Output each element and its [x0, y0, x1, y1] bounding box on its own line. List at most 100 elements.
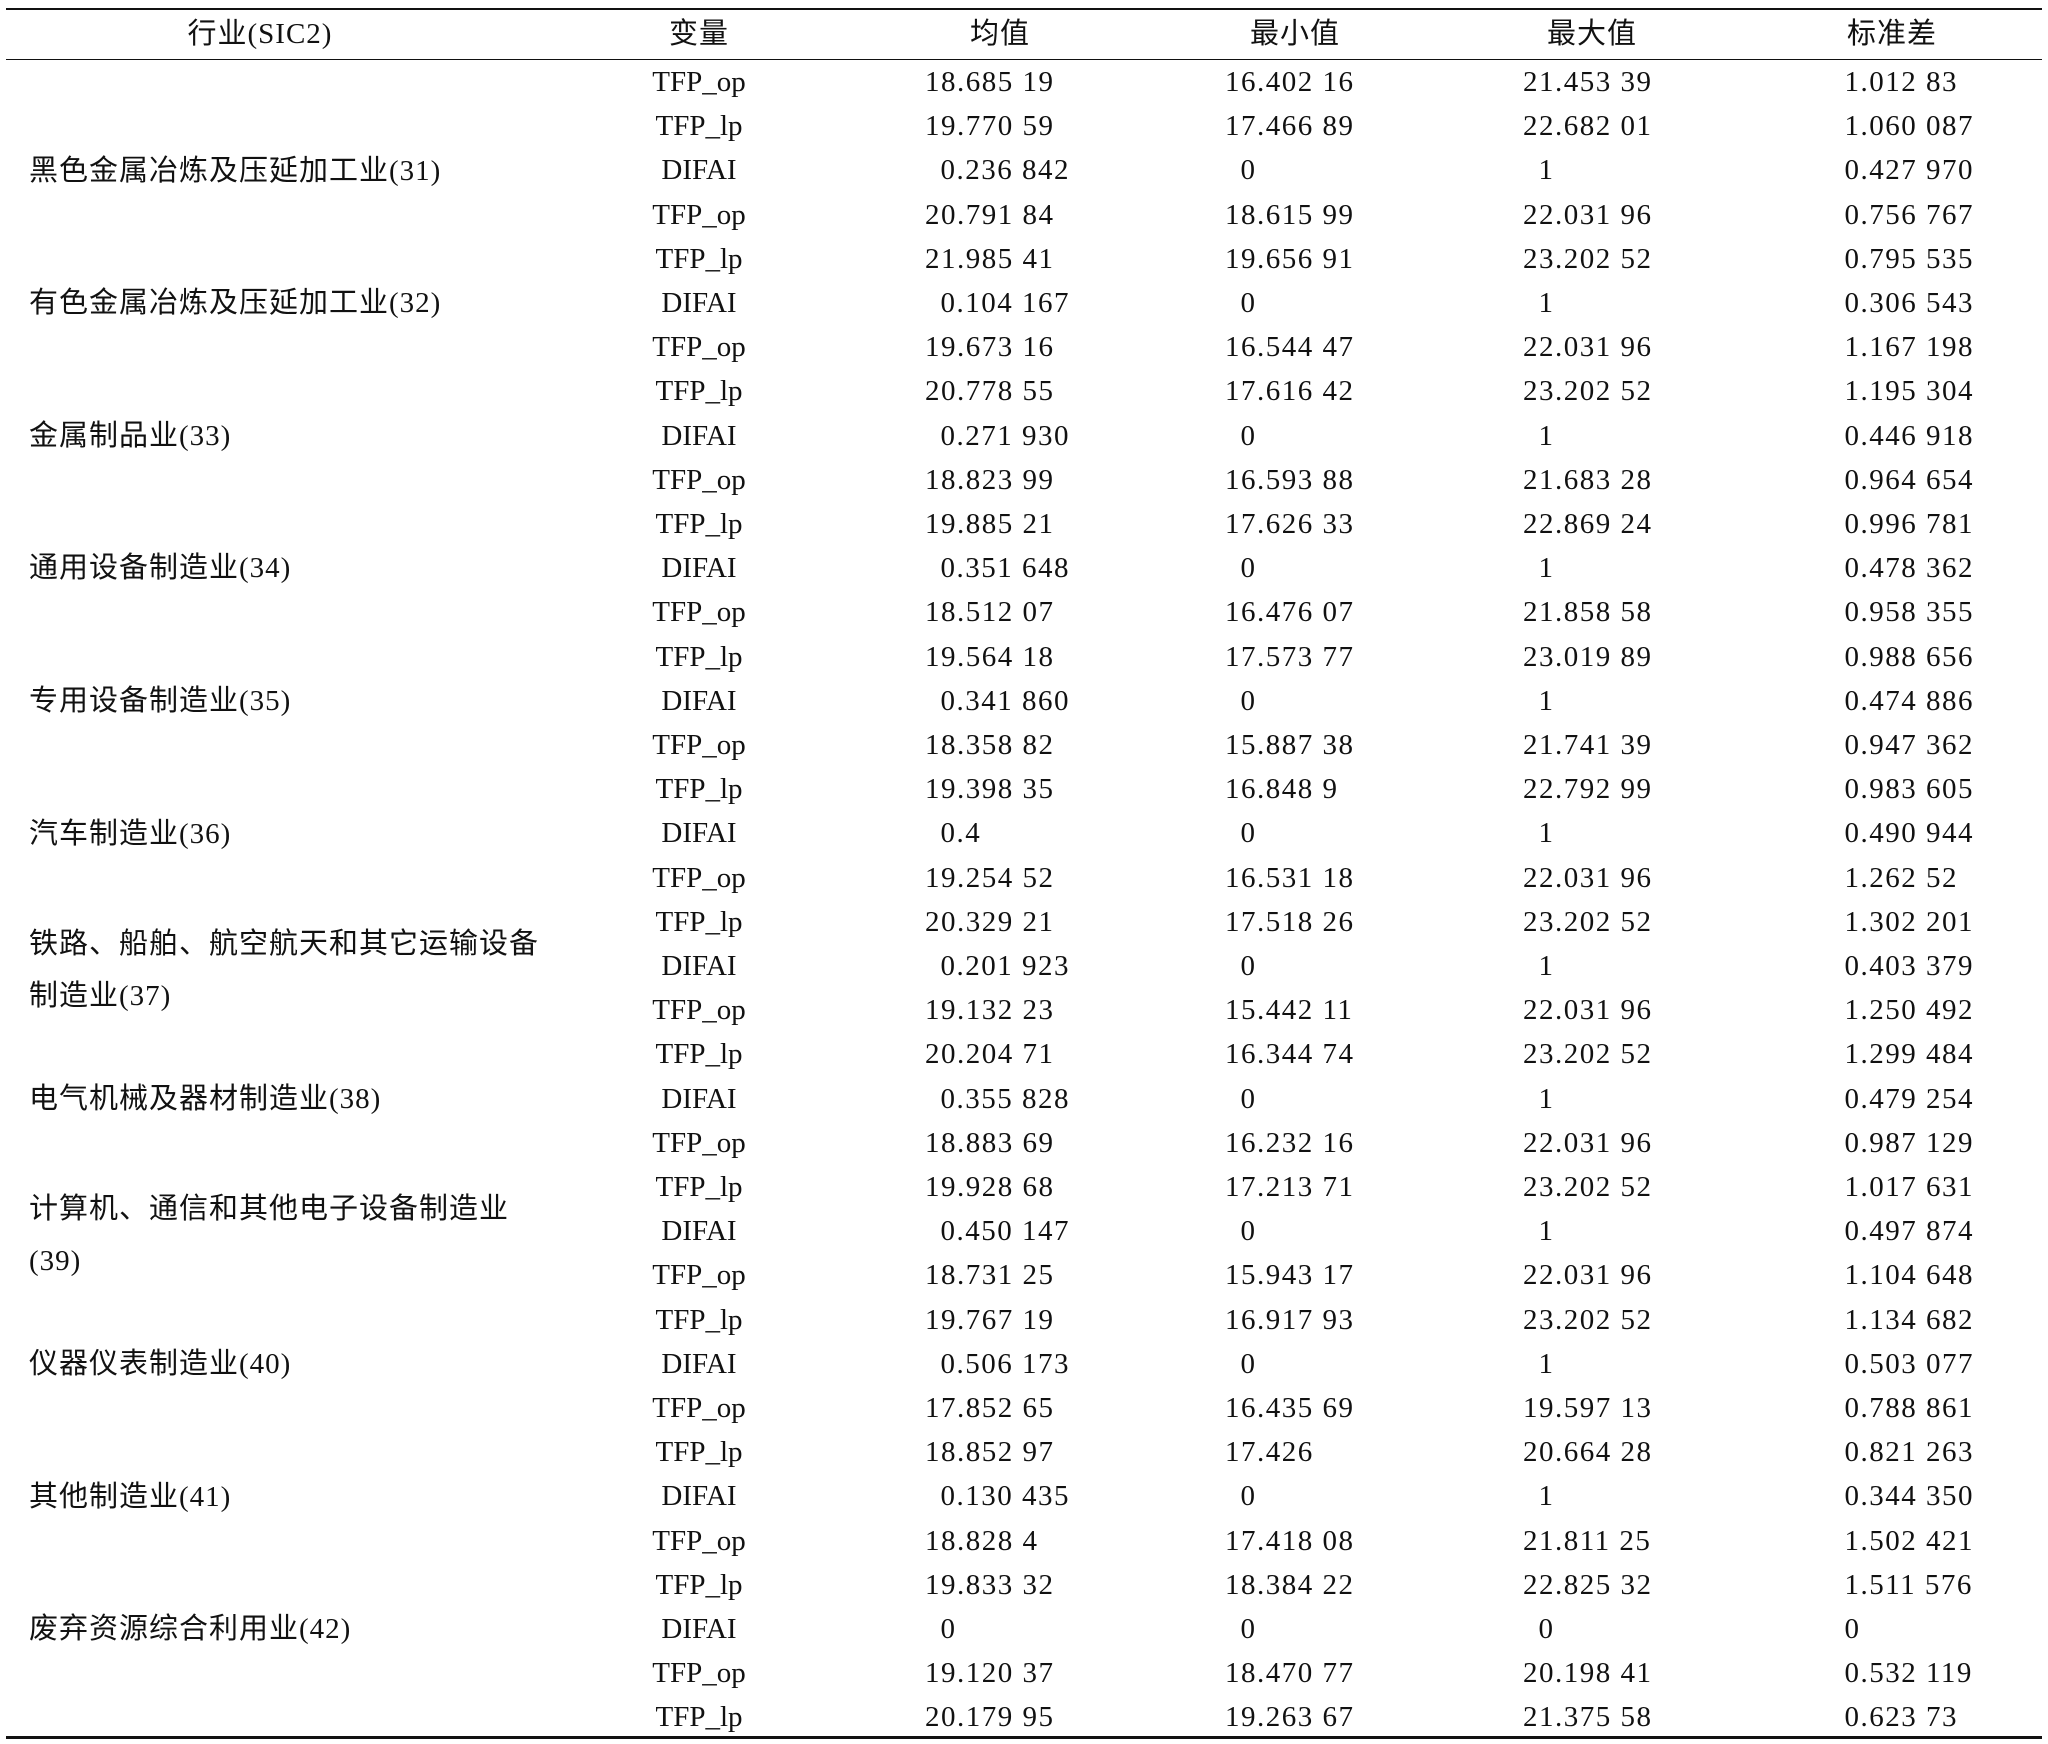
table-row: TFP_lp 19.564 18 17.573 77 23.019 89 0.988 6…	[0, 635, 2048, 679]
min-cell: 0	[1240, 419, 1257, 452]
mean-cell: 0.130 435	[940, 1480, 1070, 1513]
min-cell: 17.573 77	[1225, 640, 1355, 673]
table-row: DIFAI 0.341 860 0 1 0.474 886	[0, 679, 2048, 723]
min-cell: 0	[1240, 817, 1257, 850]
mean-cell: 18.731 25	[925, 1259, 1055, 1292]
max-cell: 19.597 13	[1523, 1392, 1653, 1424]
industry-label: 有色金属冶炼及压延加工业(32)	[29, 287, 442, 320]
min-cell: 0	[1240, 1215, 1257, 1248]
header-rule	[6, 59, 2042, 60]
mean-cell: 19.120 37	[925, 1657, 1055, 1690]
table-row: TFP_lp 19.833 32 18.384 22 22.825 32 1.511 5…	[0, 1563, 2048, 1607]
sd-cell: 0.983 605	[1844, 773, 1974, 806]
table-row: TFP_lp 19.767 19 16.917 93 23.202 52 1.134 6…	[0, 1298, 2048, 1342]
sd-cell: 0.987 129	[1844, 1126, 1974, 1159]
sd-cell: 0.964 654	[1844, 463, 1974, 496]
variable-cell: TFP_op	[652, 596, 746, 629]
mean-cell: 0.355 828	[940, 1082, 1070, 1115]
table-row: DIFAI 0.355 828 0 1 0.479 254	[0, 1077, 2048, 1121]
max-cell: 1	[1538, 1215, 1555, 1248]
mean-cell: 0.506 173	[940, 1347, 1070, 1380]
max-cell: 22.869 24	[1523, 508, 1653, 540]
header-sd: 标准差	[1846, 18, 1937, 50]
table-row: TFP_lp 19.398 35 16.848 9 22.792 99 0.983 60…	[0, 767, 2048, 811]
sd-cell: 0.988 656	[1844, 640, 1974, 673]
table-row: TFP_op 19.673 16 16.544 47 22.031 96 1.167 1…	[0, 325, 2048, 369]
mean-cell: 0.450 147	[940, 1215, 1070, 1248]
max-cell: 21.683 28	[1523, 463, 1653, 496]
sd-cell: 0	[1844, 1613, 1861, 1645]
table-row: TFP_op 17.852 65 16.435 69 19.597 13 0.788 8…	[0, 1386, 2048, 1430]
header-industry: 行业(SIC2)	[187, 18, 333, 50]
min-cell: 17.213 71	[1225, 1171, 1355, 1203]
sd-cell: 1.299 484	[1844, 1038, 1974, 1071]
min-cell: 17.626 33	[1225, 508, 1355, 540]
variable-cell: TFP_op	[652, 729, 746, 761]
max-cell: 1	[1538, 154, 1555, 187]
table-row: TFP_lp 20.778 55 17.616 42 23.202 52 1.195 3…	[0, 369, 2048, 413]
mean-cell: 20.329 21	[925, 905, 1055, 938]
variable-cell: DIFAI	[661, 154, 737, 187]
min-cell: 16.531 18	[1225, 861, 1355, 894]
min-cell: 16.917 93	[1225, 1303, 1355, 1336]
sd-cell: 1.511 576	[1844, 1568, 1973, 1601]
variable-cell: TFP_op	[652, 1259, 746, 1292]
max-cell: 0	[1538, 1613, 1555, 1645]
sd-cell: 0.947 362	[1844, 729, 1974, 761]
variable-cell: TFP_lp	[655, 1303, 743, 1336]
industry-label: 金属制品业(33)	[29, 419, 232, 452]
variable-cell: TFP_lp	[655, 1701, 743, 1734]
header-max: 最大值	[1546, 18, 1637, 50]
sd-cell: 1.167 198	[1844, 331, 1974, 364]
variable-cell: TFP_lp	[655, 1171, 743, 1203]
mean-cell: 19.254 52	[925, 861, 1055, 894]
table-row: TFP_op 19.132 23 15.442 11 22.031 96 1.250 4…	[0, 988, 2048, 1032]
industry-label: 汽车制造业(36)	[29, 817, 232, 850]
sd-cell: 0.306 543	[1844, 287, 1974, 319]
variable-cell: DIFAI	[661, 552, 737, 585]
min-cell: 18.615 99	[1225, 198, 1355, 231]
max-cell: 21.811 25	[1523, 1524, 1652, 1557]
max-cell: 23.202 52	[1523, 1303, 1653, 1336]
min-cell: 16.544 47	[1225, 331, 1355, 364]
sd-cell: 0.996 781	[1844, 508, 1974, 540]
sd-cell: 0.795 535	[1844, 242, 1974, 275]
mean-cell: 21.985 41	[925, 242, 1055, 275]
variable-cell: TFP_op	[652, 463, 746, 496]
min-cell: 16.476 07	[1225, 596, 1355, 629]
max-cell: 20.664 28	[1523, 1436, 1653, 1469]
variable-cell: TFP_lp	[655, 508, 743, 540]
variable-cell: TFP_op	[652, 1657, 746, 1690]
mean-cell: 0.271 930	[940, 419, 1070, 452]
variable-cell: TFP_op	[652, 331, 746, 364]
min-cell: 0	[1240, 1613, 1257, 1645]
sd-cell: 1.060 087	[1844, 110, 1974, 143]
industry-label: 通用设备制造业(34)	[29, 552, 292, 585]
table-row: TFP_lp 20.204 71 16.344 74 23.202 52 1.299 4…	[0, 1032, 2048, 1076]
sd-cell: 0.479 254	[1844, 1082, 1974, 1115]
min-cell: 0	[1240, 552, 1257, 585]
sd-cell: 1.302 201	[1844, 905, 1974, 938]
table-row: DIFAI 0.236 842 0 1 0.427 970	[0, 148, 2048, 192]
industry-label: 电气机械及器材制造业(38)	[29, 1082, 382, 1115]
table-row: TFP_op 19.120 37 18.470 77 20.198 41 0.532 1…	[0, 1651, 2048, 1695]
max-cell: 22.031 96	[1523, 861, 1653, 894]
min-cell: 0	[1240, 287, 1257, 319]
max-cell: 23.202 52	[1523, 1171, 1653, 1203]
industry-label: 废弃资源综合利用业(42)	[29, 1613, 352, 1646]
max-cell: 1	[1538, 950, 1555, 982]
sd-cell: 0.344 350	[1844, 1480, 1974, 1513]
sd-cell: 1.502 421	[1844, 1524, 1974, 1557]
variable-cell: TFP_lp	[655, 1038, 743, 1071]
max-cell: 21.858 58	[1523, 596, 1653, 629]
mean-cell: 19.398 35	[925, 773, 1055, 806]
sd-cell: 0.503 077	[1844, 1347, 1974, 1380]
mean-cell: 19.833 32	[925, 1568, 1055, 1601]
table-bottom-rule	[6, 1736, 2042, 1739]
mean-cell: 0.236 842	[940, 154, 1070, 187]
sd-cell: 0.403 379	[1844, 950, 1974, 982]
sd-cell: 0.623 73	[1844, 1701, 1958, 1734]
mean-cell: 0.104 167	[940, 287, 1070, 319]
table-row: TFP_op 18.731 25 15.943 17 22.031 96 1.104 6…	[0, 1253, 2048, 1297]
max-cell: 1	[1538, 552, 1555, 585]
